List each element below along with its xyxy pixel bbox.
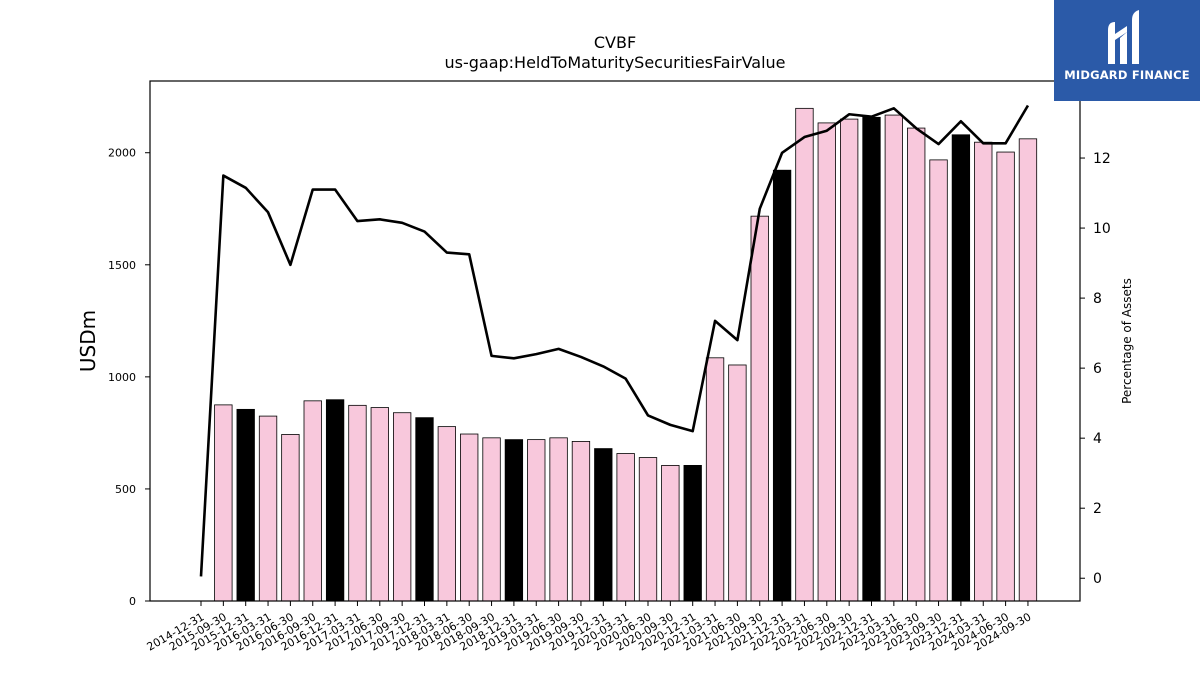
plot-frame — [149, 80, 1081, 602]
brand-name: MIDGARD FINANCE — [1064, 68, 1190, 82]
line-layer — [199, 104, 1030, 577]
bar — [638, 457, 658, 602]
y2-tick-label: 12 — [1093, 151, 1111, 167]
bars-layer — [214, 107, 1038, 602]
bar — [348, 404, 367, 602]
y2-tick-label: 0 — [1093, 571, 1102, 587]
bar — [817, 122, 836, 602]
bar — [236, 408, 255, 602]
bar — [549, 437, 568, 602]
bar — [303, 400, 322, 602]
bar — [772, 169, 792, 602]
bar — [571, 441, 591, 602]
bar — [683, 464, 702, 602]
bar — [795, 107, 814, 602]
bar — [705, 357, 725, 602]
series-line — [199, 104, 1030, 577]
bar — [370, 407, 389, 602]
y-axis-label: USDm — [76, 310, 100, 372]
y2-axis-label: Percentage of Assets — [1120, 278, 1134, 404]
bar — [392, 412, 412, 602]
bar — [884, 114, 903, 602]
midgard-m-logo-icon — [1108, 10, 1139, 64]
bar — [1018, 138, 1038, 602]
bar — [728, 364, 747, 602]
y2-tick-label: 10 — [1093, 221, 1111, 237]
bar — [214, 404, 233, 602]
y2-tick-label: 4 — [1093, 431, 1102, 447]
brand-logo: MIDGARD FINANCE — [1054, 0, 1200, 101]
bar — [661, 464, 680, 602]
bar — [929, 159, 948, 602]
y-tick-label: 0 — [129, 595, 136, 608]
y2-tick-label: 6 — [1093, 361, 1102, 377]
bar — [527, 439, 546, 602]
bar — [482, 437, 501, 602]
bar — [996, 151, 1015, 602]
left-axis: 0 500 1000 1500 2000 — [108, 147, 150, 608]
bar — [504, 439, 524, 602]
x-axis: 2014-12-312015-09-302015-12-312016-03-31… — [145, 601, 1033, 654]
bar — [594, 448, 613, 602]
bar — [415, 417, 434, 602]
bar — [951, 134, 971, 602]
bar — [616, 453, 635, 602]
bar — [907, 127, 926, 602]
y-tick-label: 2000 — [108, 147, 136, 160]
bar — [460, 433, 479, 602]
bar — [325, 399, 345, 602]
right-axis: 0 2 4 6 8 10 12 — [1080, 151, 1111, 587]
bar — [974, 141, 993, 602]
y-tick-label: 1000 — [108, 371, 136, 384]
bar — [750, 215, 769, 602]
y-tick-label: 500 — [115, 483, 136, 496]
bar — [437, 426, 457, 602]
chart-subtitle: us-gaap:HeldToMaturitySecuritiesFairValu… — [444, 53, 785, 72]
bar — [862, 116, 881, 602]
bar — [840, 118, 859, 602]
bar — [258, 415, 278, 602]
y2-tick-label: 8 — [1093, 291, 1102, 307]
y2-tick-label: 2 — [1093, 501, 1102, 517]
chart-title: CVBF — [594, 33, 636, 52]
bar — [281, 434, 300, 602]
y-tick-label: 1500 — [108, 259, 136, 272]
